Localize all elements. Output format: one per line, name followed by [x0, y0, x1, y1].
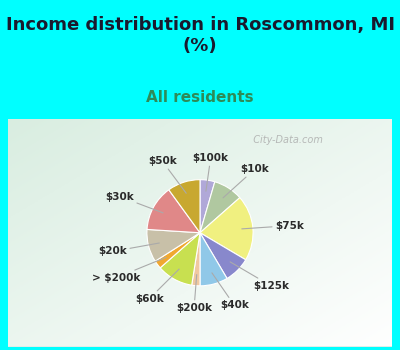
- Wedge shape: [169, 180, 200, 233]
- Wedge shape: [147, 229, 200, 261]
- Wedge shape: [200, 233, 246, 279]
- Wedge shape: [200, 198, 253, 260]
- Text: $10k: $10k: [223, 164, 269, 198]
- Text: $60k: $60k: [135, 269, 179, 303]
- Text: $100k: $100k: [192, 153, 228, 191]
- Wedge shape: [200, 180, 215, 233]
- Text: $20k: $20k: [98, 243, 159, 257]
- Text: $50k: $50k: [148, 156, 186, 193]
- Text: > $200k: > $200k: [92, 257, 166, 283]
- Wedge shape: [200, 233, 227, 286]
- Text: $40k: $40k: [212, 273, 249, 310]
- Wedge shape: [155, 233, 200, 268]
- Text: City-Data.com: City-Data.com: [246, 135, 322, 145]
- Wedge shape: [160, 233, 200, 285]
- Text: All residents: All residents: [146, 90, 254, 105]
- Text: $75k: $75k: [242, 221, 304, 231]
- Text: $125k: $125k: [230, 262, 289, 291]
- Text: $30k: $30k: [106, 191, 163, 213]
- Wedge shape: [147, 190, 200, 233]
- Wedge shape: [200, 182, 240, 233]
- Text: $200k: $200k: [176, 275, 212, 313]
- Text: Income distribution in Roscommon, MI
(%): Income distribution in Roscommon, MI (%): [6, 16, 394, 55]
- Wedge shape: [192, 233, 200, 286]
